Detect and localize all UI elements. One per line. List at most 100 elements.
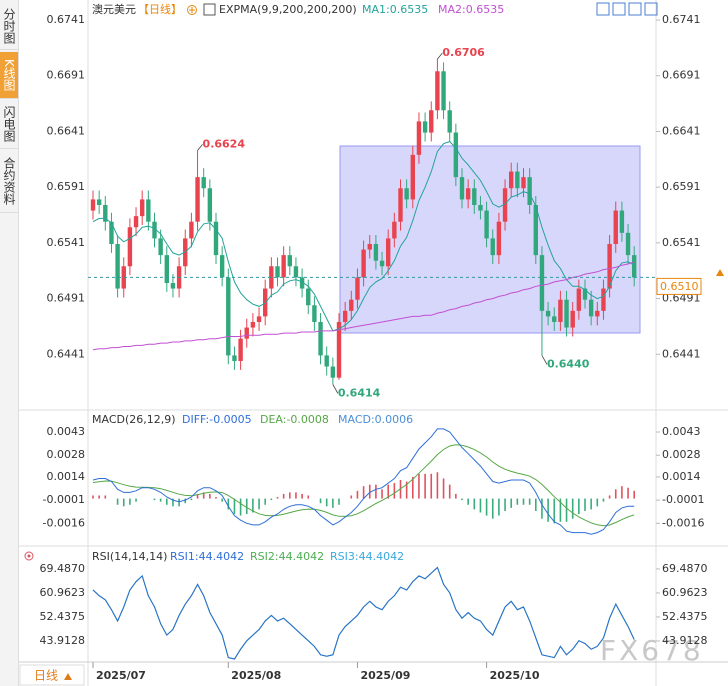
candle-body: [441, 71, 446, 111]
candle-body: [312, 305, 317, 322]
y-tick-label: 43.9128: [40, 634, 86, 647]
x-tick-label: 2025/10: [490, 669, 540, 682]
tool-icon[interactable]: [644, 2, 658, 16]
y-tick-label: 0.6491: [47, 292, 86, 305]
tab[interactable]: 分时图: [0, 3, 18, 50]
candle-body: [330, 366, 336, 378]
candle-body: [595, 310, 600, 317]
watermark: FX678: [600, 634, 704, 667]
ma-line: [92, 261, 635, 351]
tool-icon[interactable]: [596, 2, 610, 16]
macd-line: [92, 428, 635, 535]
candle-body: [121, 266, 126, 289]
x-tick-label: 2025/08: [231, 669, 281, 682]
legend-entry: DIFF:-0.0005: [182, 413, 252, 426]
legend-entry: MA2:0.6535: [438, 3, 504, 16]
annotation-leader: [437, 52, 443, 60]
candle-body: [465, 188, 471, 200]
candle-body: [281, 255, 286, 278]
macd-title: MACD(26,12,9): [92, 413, 176, 426]
candle-body: [158, 238, 163, 256]
candle-body: [90, 199, 96, 211]
symbol-title: 澳元美元: [92, 3, 136, 16]
candle-body: [275, 266, 280, 278]
candle-body: [361, 249, 366, 278]
rsi-title: RSI(14,14,14): [92, 550, 167, 563]
y-tick-label-right: 43.9128: [662, 634, 708, 647]
candle-body: [244, 327, 249, 339]
add-icon[interactable]: [187, 5, 197, 15]
candle-body: [521, 177, 526, 189]
candle-body: [324, 355, 329, 367]
y-tick-label-right: 0.6691: [662, 69, 701, 82]
candle-body: [416, 121, 422, 155]
chart: 澳元美元 【日线】 EXPMA(9,9,200,200,200) MA1:0.6…: [19, 0, 728, 686]
y-tick-label: 0.0014: [47, 470, 86, 483]
candle-body: [509, 171, 514, 189]
candle-body: [515, 171, 520, 189]
y-tick-label: 0.6741: [47, 13, 86, 26]
candle-body: [103, 204, 108, 222]
candle-body: [318, 321, 323, 356]
candle-body: [552, 316, 557, 322]
sidebar: 分时图 K线图 闪电图 合约资料: [0, 0, 19, 686]
rsi-icon[interactable]: [24, 551, 34, 561]
candle-body: [484, 210, 489, 239]
last-price-label: 0.6510: [660, 280, 699, 293]
candle-body: [607, 243, 612, 289]
timeframe-label: 日线: [34, 669, 58, 683]
candle-body: [367, 243, 372, 250]
rsi-icon: [27, 554, 31, 558]
ma-line: [92, 140, 635, 332]
candle-body: [336, 321, 342, 378]
candle-body: [164, 255, 169, 283]
candle-body: [219, 255, 225, 278]
rsi-line: [92, 566, 635, 660]
dropdown-arrow: [64, 673, 72, 680]
candle-body: [115, 243, 120, 289]
tab[interactable]: 闪电图: [0, 100, 18, 149]
annotation: 0.6440: [547, 357, 590, 370]
candle-body: [404, 188, 409, 200]
macd-line: [92, 444, 635, 527]
y-tick-label: 0.0043: [47, 425, 86, 438]
indicator-icon[interactable]: [203, 3, 216, 16]
legend-entry: MA1:0.6535: [362, 3, 428, 16]
y-tick-label-right: 0.6441: [662, 347, 701, 360]
tool-icon[interactable]: [628, 2, 642, 16]
candle-body: [170, 282, 176, 289]
y-tick-label-right: 0.6641: [662, 124, 701, 137]
candle-body: [96, 199, 102, 205]
candle-body: [632, 255, 637, 278]
candle-body: [478, 204, 483, 211]
y-tick-label-right: 0.6591: [662, 180, 701, 193]
candle-body: [398, 188, 403, 222]
candle-body: [410, 154, 415, 200]
tool-icon[interactable]: [612, 2, 626, 16]
candle-body: [201, 177, 206, 189]
y-tick-label: 0.6441: [47, 347, 86, 360]
y-tick-label-right: 60.9623: [662, 586, 708, 599]
annotation: 0.6414: [338, 386, 381, 399]
candle-body: [422, 121, 428, 133]
candle-body: [207, 188, 213, 222]
annotation-leader: [541, 355, 548, 365]
candle-body: [558, 299, 563, 322]
candle-body: [472, 188, 477, 205]
candle-body: [502, 188, 508, 222]
candle-body: [459, 177, 465, 200]
y-tick-label: 0.0028: [47, 448, 86, 461]
legend-entry: RSI1:44.4042: [170, 550, 244, 563]
tab[interactable]: 合约资料: [0, 150, 18, 213]
y-tick-label: 60.9623: [40, 586, 86, 599]
candle-body: [392, 221, 397, 239]
candle-body: [109, 221, 114, 244]
toolbar: [596, 2, 658, 16]
candle-body: [232, 355, 237, 361]
candle-body: [256, 316, 262, 322]
tab-active[interactable]: K线图: [0, 52, 18, 99]
legend-entry: MACD:0.0006: [338, 413, 413, 426]
annotation: 0.6706: [442, 46, 485, 59]
period-label[interactable]: 【日线】: [138, 2, 182, 16]
annotation-leader: [197, 144, 203, 151]
